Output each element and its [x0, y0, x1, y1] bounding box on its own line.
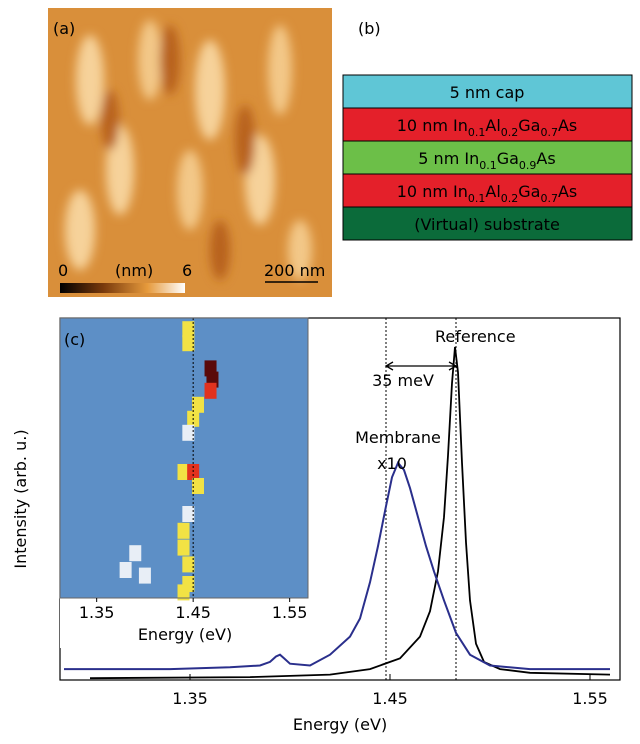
- heatmap-cell: [182, 556, 194, 572]
- heatmap-cell: [182, 506, 194, 522]
- label-part: 10 nm In: [397, 182, 468, 201]
- figure: (a) 0 (nm) 6 200 nm (b) 5 nm cap 10 nm In…: [0, 0, 640, 740]
- heatmap-background: [60, 318, 308, 598]
- afm-image: [48, 8, 332, 297]
- label-part: 10 nm In: [397, 116, 468, 135]
- label-part: 5 nm cap: [450, 83, 525, 102]
- heatmap-cell: [139, 568, 151, 584]
- subscript: 0.2: [501, 192, 519, 205]
- inset-x-tick-label: 1.35: [79, 603, 115, 622]
- heatmap-cell: [192, 478, 204, 494]
- layer-label: 5 nm cap: [450, 83, 525, 102]
- main-chart: 1.35 1.45 1.55 Energy (eV) Intensity (arb. u…: [11, 318, 620, 734]
- heatmap-cell: [178, 523, 190, 539]
- label-part: As: [558, 182, 577, 201]
- shift-label: 35 meV: [372, 371, 434, 390]
- scale-bar-label: 200 nm: [264, 261, 325, 280]
- subscript: 0.1: [468, 126, 486, 139]
- x-tick-label: 1.35: [172, 689, 208, 708]
- panel-label: (b): [358, 19, 381, 38]
- label-part: 5 nm In: [418, 149, 479, 168]
- x-tick-label: 1.55: [572, 689, 608, 708]
- subscript: 0.7: [540, 126, 558, 139]
- shift-arrow: [386, 362, 456, 370]
- inset-x-axis-label: Energy (eV): [138, 625, 232, 644]
- subscript: 0.2: [501, 126, 519, 139]
- colorbar-min: 0: [58, 261, 68, 280]
- colorbar-max: 6: [182, 261, 192, 280]
- heatmap-cell: [182, 335, 194, 351]
- label-part: Ga: [497, 149, 519, 168]
- label-part: Al: [485, 182, 500, 201]
- series-label: Membrane: [355, 428, 441, 447]
- x-axis-label: Energy (eV): [293, 715, 387, 734]
- label-part: (Virtual) substrate: [414, 215, 560, 234]
- heatmap-cell: [182, 425, 194, 441]
- subscript: 0.7: [540, 192, 558, 205]
- label-part: As: [536, 149, 555, 168]
- y-axis-label: Intensity (arb. u.): [11, 429, 30, 568]
- layer-label: (Virtual) substrate: [414, 215, 560, 234]
- label-part: As: [558, 116, 577, 135]
- label-part: Ga: [518, 116, 540, 135]
- panel-label: (c): [64, 330, 85, 349]
- colorbar-unit: (nm): [115, 261, 153, 280]
- inset-x-tick-label: 1.55: [272, 603, 308, 622]
- heatmap-cell: [178, 540, 190, 556]
- label-part: Ga: [518, 182, 540, 201]
- x-tick-label: 1.45: [372, 689, 408, 708]
- inset-x-tick-label: 1.45: [175, 603, 211, 622]
- heatmap-cell: [182, 321, 194, 337]
- label-part: Al: [485, 116, 500, 135]
- panel-label: (a): [53, 19, 75, 38]
- heatmap-cell: [129, 545, 141, 561]
- subscript: 0.1: [468, 192, 486, 205]
- scale-label: x10: [377, 454, 407, 473]
- subscript: 0.9: [519, 159, 537, 172]
- heatmap-cell: [205, 383, 217, 399]
- series-label: Reference: [435, 327, 516, 346]
- subscript: 0.1: [479, 159, 497, 172]
- heatmap-cell: [120, 562, 132, 578]
- heatmap-cell: [192, 397, 204, 413]
